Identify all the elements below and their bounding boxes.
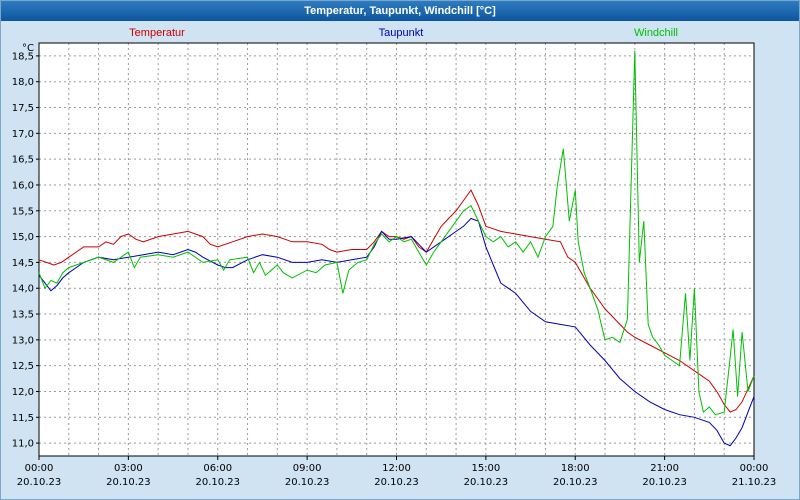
- y-tick-label: 13,0: [12, 335, 34, 346]
- x-tick-time-label: 00:00: [25, 463, 54, 474]
- x-tick-date-label: 21.10.23: [732, 477, 777, 488]
- x-tick-time-label: 18:00: [561, 463, 590, 474]
- y-tick-label: 14,5: [12, 258, 34, 269]
- x-tick-date-label: 20.10.23: [195, 477, 240, 488]
- x-tick-time-label: 09:00: [293, 463, 322, 474]
- axes: [36, 42, 755, 460]
- x-tick-time-label: 00:00: [740, 463, 769, 474]
- y-tick-label: 16,0: [12, 180, 34, 191]
- x-tick-date-label: 20.10.23: [106, 477, 151, 488]
- x-tick-date-label: 20.10.23: [374, 477, 419, 488]
- legend-temperatur-label: Temperatur: [129, 27, 185, 39]
- x-tick-time-label: 15:00: [471, 463, 500, 474]
- legend: Temperatur Taupunkt Windchill: [1, 21, 799, 41]
- series-taupunkt: [38, 217, 755, 447]
- x-tick-time-label: 06:00: [203, 463, 232, 474]
- y-tick-label: 15,0: [12, 232, 34, 243]
- y-tick-label: 11,5: [12, 413, 34, 424]
- y-tick-label: 15,5: [12, 206, 34, 217]
- y-tick-label: 12,5: [12, 361, 34, 372]
- y-tick-label: 16,5: [12, 155, 34, 166]
- y-tick-label: 12,0: [12, 387, 34, 398]
- x-tick-date-label: 20.10.23: [285, 477, 330, 488]
- y-tick-label: 18,5: [12, 51, 34, 62]
- x-tick-date-label: 20.10.23: [17, 477, 62, 488]
- x-tick-time-label: 03:00: [114, 463, 143, 474]
- x-tick-date-label: 20.10.23: [464, 477, 509, 488]
- x-tick-time-label: 12:00: [382, 463, 411, 474]
- series-windchill: [38, 50, 755, 416]
- legend-taupunkt-label: Taupunkt: [378, 27, 424, 39]
- y-axis-unit-label: °C: [22, 43, 34, 54]
- series-temperatur: [38, 189, 755, 413]
- y-tick-label: 18,0: [12, 77, 34, 88]
- x-tick-date-label: 20.10.23: [553, 477, 598, 488]
- window-title: Temperatur, Taupunkt, Windchill [°C]: [304, 5, 496, 17]
- y-tick-label: 17,0: [12, 129, 34, 140]
- y-tick-label: 17,5: [12, 103, 34, 114]
- legend-windchill-label: Windchill: [633, 27, 679, 39]
- x-tick-time-label: 21:00: [650, 463, 679, 474]
- y-tick-label: 11,0: [12, 439, 34, 450]
- x-tick-date-label: 20.10.23: [642, 477, 687, 488]
- axis-labels: 18,5 18,0 17,5 17,0 16,5 16,0 15,5 15,0 14,5 14,0…: [12, 43, 777, 488]
- y-tick-label: 13,5: [12, 310, 34, 321]
- y-tick-label: 14,0: [12, 284, 34, 295]
- title-bar: Temperatur, Taupunkt, Windchill [°C]: [1, 1, 799, 21]
